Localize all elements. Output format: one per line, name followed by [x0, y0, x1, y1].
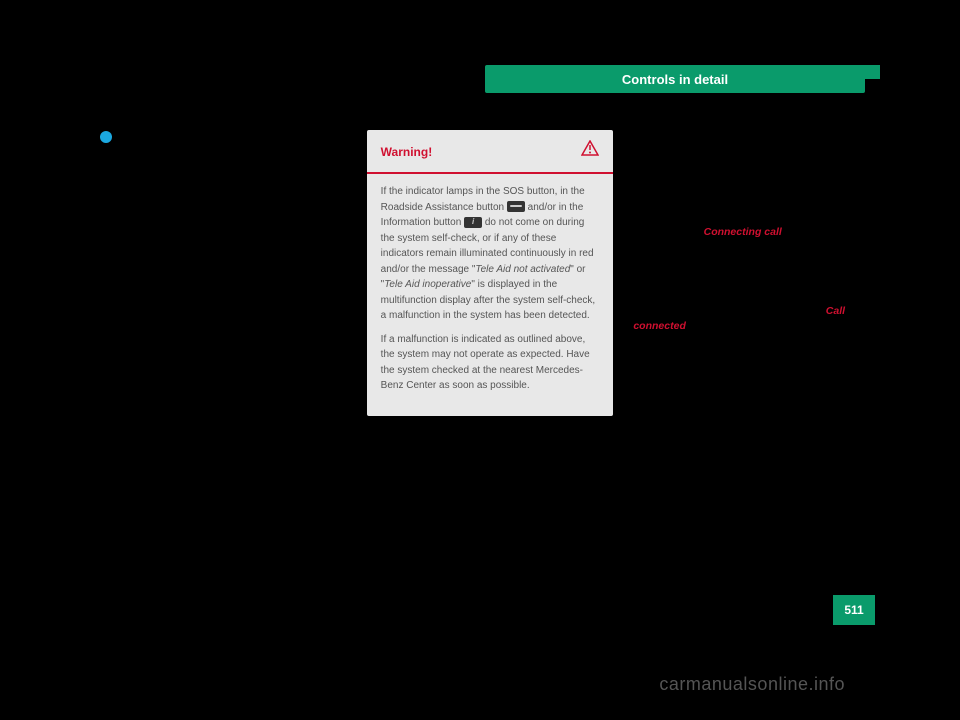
column-right: Emergency calls Following an accident, t…: [633, 130, 880, 426]
warning-italic: Tele Aid inoperative: [384, 279, 471, 290]
col3-heading: Emergency calls: [633, 130, 880, 146]
warning-header: Warning!: [367, 130, 614, 172]
header-tab: [862, 65, 880, 79]
info-icon: [464, 217, 482, 228]
column-left: The indicator lamp in the respective but…: [100, 130, 347, 426]
section-title: Controls in detail: [622, 72, 728, 87]
bullet-row: The indicator lamp in the respective but…: [100, 130, 347, 177]
page-number: 511: [844, 603, 863, 617]
warning-body: If the indicator lamps in the SOS button…: [367, 174, 614, 416]
col3-text: The message ": [633, 226, 703, 238]
watermark: carmanualsonline.info: [659, 674, 845, 695]
col3-text: " appears once the connection is made.: [686, 320, 870, 332]
bullet-text: The indicator lamp in the respective but…: [120, 130, 347, 177]
warning-title: Warning!: [381, 143, 433, 161]
warning-para-2: If a malfunction is indicated as outline…: [381, 332, 600, 394]
content-columns: The indicator lamp in the respective but…: [100, 130, 880, 426]
warning-para-1: If the indicator lamps in the SOS button…: [381, 184, 600, 324]
page-number-box: 511: [833, 595, 875, 625]
col3-text: " will appear in the multifunction displ…: [633, 226, 873, 317]
connecting-call-text: Connecting call: [704, 226, 782, 238]
warning-triangle-icon: [581, 140, 599, 164]
column-middle: Warning! If the indicator lamps in the S…: [367, 130, 614, 426]
col3-para: Following an accident, the system automa…: [633, 154, 880, 217]
warning-italic: Tele Aid not activated: [475, 264, 570, 275]
section-header: Controls in detail: [485, 65, 865, 93]
warning-box: Warning! If the indicator lamps in the S…: [367, 130, 614, 416]
bullet-icon: [100, 131, 112, 143]
wrench-icon: [507, 201, 525, 212]
col3-para: The message "Connecting call" will appea…: [633, 225, 880, 335]
